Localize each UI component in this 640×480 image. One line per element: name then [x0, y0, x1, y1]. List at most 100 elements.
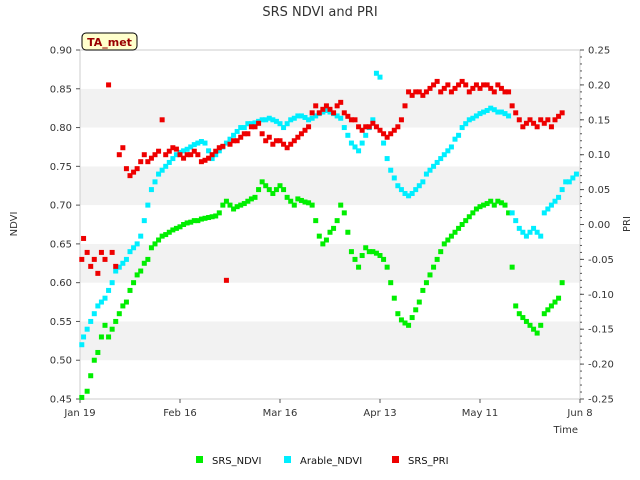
legend-label-arable-ndvi: Arable_NDVI: [300, 456, 362, 467]
point-arable-ndvi: [198, 139, 204, 145]
point-srs-pri: [241, 131, 247, 137]
point-srs-ndvi: [391, 295, 397, 301]
point-srs-ndvi: [320, 241, 326, 247]
point-arable-ndvi: [227, 136, 233, 142]
point-srs-pri: [184, 152, 190, 158]
y-left-tick-label: 0.85: [50, 84, 72, 95]
point-srs-pri: [441, 85, 447, 91]
point-srs-pri: [281, 141, 287, 147]
point-srs-ndvi: [206, 215, 212, 221]
point-srs-ndvi: [316, 233, 322, 239]
point-srs-ndvi: [170, 227, 176, 233]
legend-label-srs-ndvi: SRS_NDVI: [212, 456, 261, 467]
point-srs-ndvi: [352, 256, 358, 262]
point-srs-ndvi: [302, 199, 308, 205]
point-arable-ndvi: [81, 334, 87, 340]
point-srs-pri: [538, 117, 544, 123]
point-arable-ndvi: [266, 115, 272, 121]
point-arable-ndvi: [106, 287, 112, 293]
point-arable-ndvi: [84, 326, 90, 332]
point-srs-pri: [463, 82, 469, 88]
badge-box: [81, 32, 138, 51]
point-arable-ndvi: [516, 225, 522, 231]
point-srs-pri: [216, 145, 222, 151]
point-srs-pri: [81, 235, 87, 241]
point-srs-pri: [456, 82, 462, 88]
point-srs-ndvi: [313, 218, 319, 224]
point-srs-pri: [302, 127, 308, 133]
point-arable-ndvi: [95, 303, 101, 309]
point-srs-ndvi: [220, 202, 226, 208]
point-srs-pri: [559, 110, 565, 116]
point-srs-pri: [138, 159, 144, 165]
data-points: [79, 70, 579, 400]
point-arable-ndvi: [534, 229, 540, 235]
y-right-tick-label: -0.20: [588, 360, 614, 371]
point-srs-pri: [502, 89, 508, 95]
point-arable-ndvi: [523, 233, 529, 239]
point-srs-pri: [163, 152, 169, 158]
point-srs-pri: [423, 89, 429, 95]
point-srs-pri: [498, 85, 504, 91]
point-arable-ndvi: [284, 121, 290, 127]
x-tick-label: Feb 16: [163, 408, 197, 419]
point-srs-pri: [527, 117, 533, 123]
point-srs-ndvi: [298, 197, 304, 203]
point-srs-pri: [523, 120, 529, 126]
point-arable-ndvi: [541, 210, 547, 216]
point-srs-pri: [131, 169, 137, 175]
point-arable-ndvi: [181, 148, 187, 154]
ta-met-badge[interactable]: TA_met: [81, 32, 138, 51]
point-srs-pri: [398, 117, 404, 123]
point-srs-ndvi: [131, 280, 137, 286]
point-srs-pri: [313, 103, 319, 109]
point-arable-ndvi: [448, 144, 454, 150]
point-srs-ndvi: [198, 216, 204, 222]
point-arable-ndvi: [441, 152, 447, 158]
point-srs-pri: [109, 249, 115, 255]
point-srs-pri: [434, 78, 440, 84]
point-srs-ndvi: [291, 202, 297, 208]
point-arable-ndvi: [334, 113, 340, 119]
point-srs-pri: [266, 134, 272, 140]
point-srs-ndvi: [334, 218, 340, 224]
point-srs-pri: [406, 89, 412, 95]
point-srs-ndvi: [438, 249, 444, 255]
y-right-tick-label: 0.20: [588, 80, 610, 91]
y-right-tick-label: 0.25: [588, 46, 610, 57]
point-srs-pri: [256, 120, 262, 126]
point-srs-ndvi: [241, 201, 247, 207]
point-arable-ndvi: [252, 120, 258, 126]
point-srs-pri: [338, 99, 344, 105]
point-srs-ndvi: [377, 253, 383, 259]
point-srs-ndvi: [559, 280, 565, 286]
point-srs-pri: [91, 256, 97, 262]
point-srs-pri: [545, 117, 551, 123]
point-srs-ndvi: [356, 264, 362, 270]
point-arable-ndvi: [109, 280, 115, 286]
point-arable-ndvi: [398, 187, 404, 193]
y-right-tick-label: 0.15: [588, 115, 610, 126]
y-right-tick-label: 0.10: [588, 150, 610, 161]
point-arable-ndvi: [559, 187, 565, 193]
point-arable-ndvi: [409, 190, 415, 196]
background-bands: [80, 50, 580, 399]
point-srs-ndvi: [202, 215, 208, 221]
point-arable-ndvi: [134, 241, 140, 247]
point-arable-ndvi: [356, 148, 362, 154]
point-srs-ndvi: [541, 311, 547, 317]
point-srs-ndvi: [523, 318, 529, 324]
point-srs-ndvi: [188, 219, 194, 225]
band-3: [80, 243, 580, 283]
point-srs-ndvi: [545, 307, 551, 313]
point-arable-ndvi: [320, 109, 326, 115]
x-tick-label: Jan 19: [63, 408, 95, 419]
point-arable-ndvi: [113, 268, 119, 274]
point-arable-ndvi: [373, 70, 379, 76]
point-arable-ndvi: [302, 114, 308, 120]
point-arable-ndvi: [431, 163, 437, 169]
point-srs-pri: [448, 89, 454, 95]
point-srs-pri: [359, 127, 365, 133]
badge-label: TA_met: [87, 36, 132, 49]
